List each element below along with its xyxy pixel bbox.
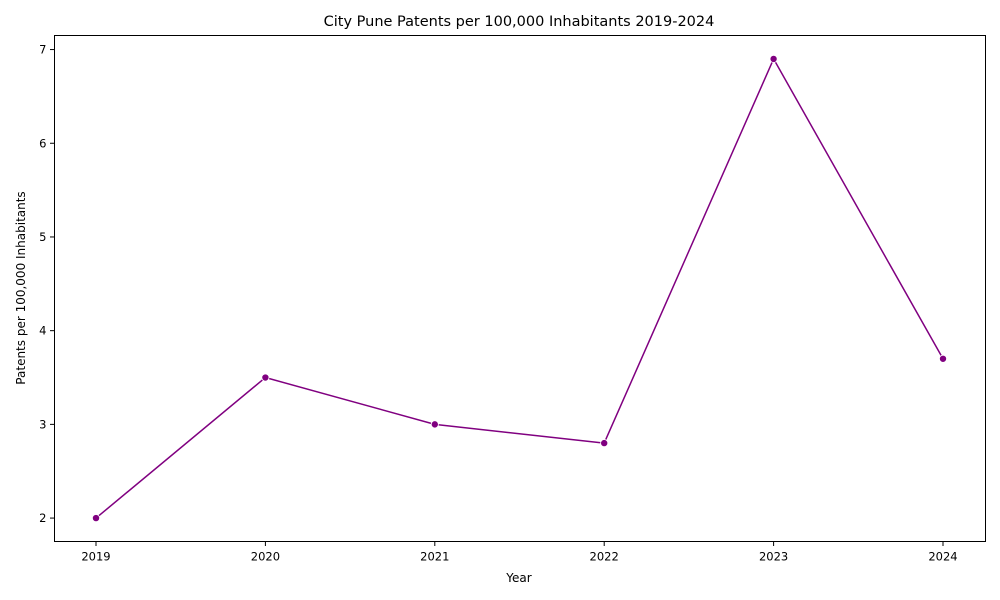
series-line — [96, 59, 943, 518]
x-tick-label: 2019 — [81, 550, 110, 564]
y-tick-label: 4 — [39, 324, 46, 338]
x-tick-label: 2020 — [251, 550, 280, 564]
plot-frame — [55, 36, 986, 542]
data-point — [939, 355, 946, 362]
x-tick-label: 2024 — [928, 550, 957, 564]
x-tick-label: 2021 — [420, 550, 449, 564]
y-tick-label: 7 — [39, 43, 46, 57]
data-point — [770, 55, 777, 62]
x-tick-label: 2022 — [590, 550, 619, 564]
y-tick-label: 2 — [39, 511, 46, 525]
x-axis-label: Year — [505, 571, 531, 585]
y-axis-label: Patents per 100,000 Inhabitants — [14, 191, 28, 384]
data-point — [262, 374, 269, 381]
y-tick-label: 5 — [39, 230, 46, 244]
data-point — [92, 514, 99, 521]
data-point — [601, 440, 608, 447]
data-point — [431, 421, 438, 428]
x-tick-label: 2023 — [759, 550, 788, 564]
x-axis: 2019 2020 2021 2022 2023 2024 — [81, 542, 957, 564]
series-layer — [92, 55, 946, 521]
y-tick-label: 6 — [39, 136, 46, 150]
y-tick-label: 3 — [39, 417, 46, 431]
y-axis: 2 3 4 5 6 7 — [39, 43, 54, 526]
chart-title: City Pune Patents per 100,000 Inhabitant… — [324, 14, 715, 30]
